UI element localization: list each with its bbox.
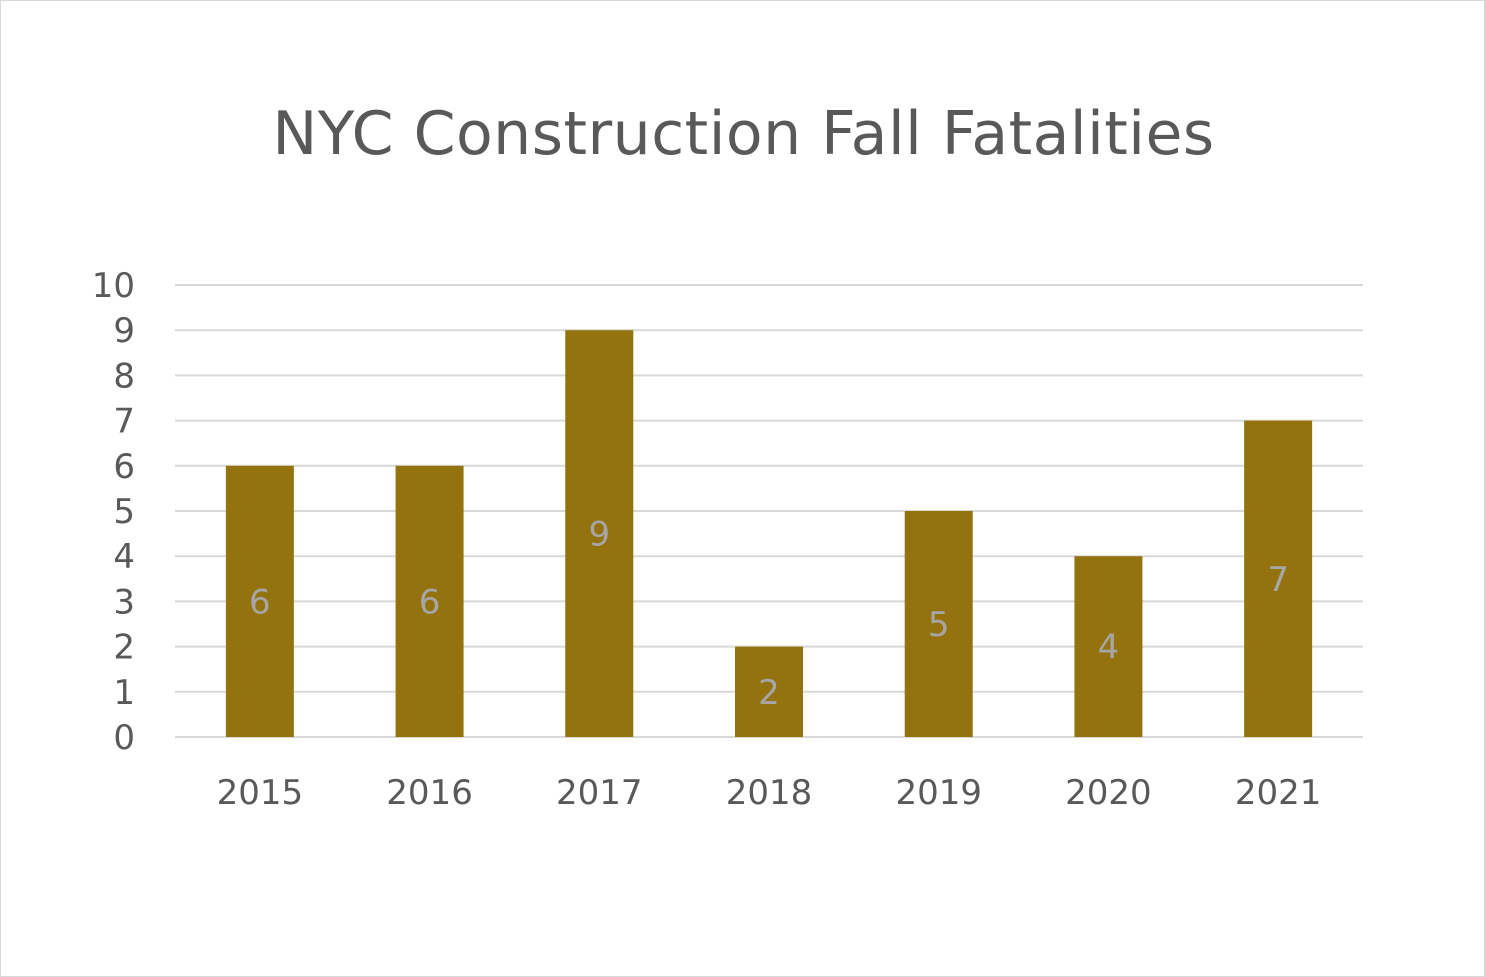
y-tick-label-1: 1 bbox=[113, 673, 135, 713]
bars: 6 6 9 2 5 4 7 bbox=[225, 330, 1313, 737]
data-label-2019: 5 bbox=[928, 605, 950, 645]
x-tick-label-2021: 2021 bbox=[1235, 773, 1322, 813]
x-tick-label-2019: 2019 bbox=[895, 773, 982, 813]
chart-title: NYC Construction Fall Fatalities bbox=[272, 99, 1215, 169]
x-tick-label-2015: 2015 bbox=[217, 773, 304, 813]
bar-2021 bbox=[1244, 420, 1313, 737]
x-tick-label-2018: 2018 bbox=[726, 773, 813, 813]
y-tick-label-10: 10 bbox=[92, 266, 135, 306]
bar-2016 bbox=[395, 465, 464, 737]
x-axis: 2015 2016 2017 2018 2019 2020 2021 bbox=[217, 773, 1322, 813]
y-tick-label-9: 9 bbox=[113, 311, 135, 351]
y-tick-label-6: 6 bbox=[113, 447, 135, 487]
y-tick-label-7: 7 bbox=[113, 402, 135, 442]
y-tick-label-0: 0 bbox=[113, 718, 135, 758]
bar-2017 bbox=[565, 330, 634, 737]
y-axis: 0 1 2 3 4 5 6 7 8 9 10 bbox=[92, 266, 135, 758]
data-label-2016: 6 bbox=[419, 582, 441, 622]
y-tick-label-8: 8 bbox=[113, 356, 135, 396]
y-tick-label-3: 3 bbox=[113, 582, 135, 622]
x-tick-label-2016: 2016 bbox=[386, 773, 473, 813]
bar-2020 bbox=[1074, 556, 1143, 737]
data-label-2021: 7 bbox=[1267, 560, 1289, 600]
x-tick-label-2017: 2017 bbox=[556, 773, 643, 813]
y-tick-label-4: 4 bbox=[113, 537, 135, 577]
bar-2018 bbox=[735, 646, 803, 737]
data-label-2018: 2 bbox=[758, 673, 780, 713]
y-tick-label-5: 5 bbox=[113, 492, 135, 532]
bar-2015 bbox=[225, 465, 294, 737]
x-tick-label-2020: 2020 bbox=[1065, 773, 1152, 813]
bar-2019 bbox=[904, 511, 973, 737]
y-tick-label-2: 2 bbox=[113, 628, 135, 668]
data-label-2020: 4 bbox=[1098, 628, 1120, 668]
data-label-2015: 6 bbox=[249, 582, 271, 622]
data-label-2017: 9 bbox=[588, 515, 610, 555]
